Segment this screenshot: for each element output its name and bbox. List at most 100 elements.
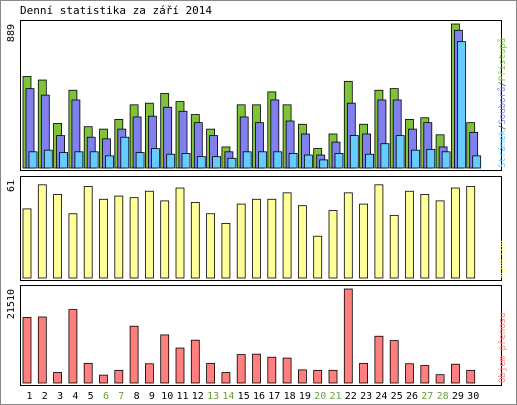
visits-bar bbox=[236, 203, 246, 279]
visits-bar bbox=[359, 203, 369, 279]
legend-part: Stránek bbox=[498, 129, 508, 168]
pages-bar bbox=[380, 143, 390, 169]
x-day-label: 11 bbox=[176, 391, 188, 402]
kbytes-bar bbox=[267, 356, 277, 384]
x-day-label: 15 bbox=[238, 391, 250, 402]
legend-part: / bbox=[498, 81, 508, 86]
kbytes-bar bbox=[221, 372, 231, 384]
kbytes-bar bbox=[450, 363, 460, 384]
visits-bar bbox=[190, 202, 200, 279]
kbytes-bar bbox=[389, 340, 399, 384]
pages-bar bbox=[242, 151, 252, 169]
visits-bar bbox=[328, 210, 338, 279]
visits-bar bbox=[160, 200, 170, 279]
pages-bar bbox=[196, 156, 206, 169]
kbytes-bar bbox=[68, 309, 78, 384]
x-axis-day-labels: 1 2 3 4 5 6 7 8 9 10 11 12 13 14 15 16 17 18 19 20 21 22 23 24 2… bbox=[26, 391, 479, 402]
pages-bar bbox=[166, 153, 176, 169]
x-day-label: 10 bbox=[161, 391, 173, 402]
kbytes-bar bbox=[129, 325, 139, 384]
panel-max-value-label: 61 bbox=[6, 180, 17, 192]
pages-bar bbox=[258, 151, 267, 169]
x-day-label: 18 bbox=[284, 391, 296, 402]
pages-bar bbox=[426, 148, 436, 169]
panel-max-value-label: 21510 bbox=[6, 289, 17, 319]
pages-bar bbox=[181, 153, 191, 169]
x-day-label: 23 bbox=[360, 391, 372, 402]
pages-bar bbox=[227, 157, 237, 169]
visits-bar bbox=[129, 197, 139, 279]
x-day-label: 19 bbox=[299, 391, 311, 402]
x-day-label: 16 bbox=[253, 391, 265, 402]
visits-bar bbox=[374, 184, 384, 279]
x-day-label: 29 bbox=[452, 391, 464, 402]
visits-bar bbox=[175, 187, 185, 279]
x-day-label: 4 bbox=[72, 391, 78, 402]
pages-bar bbox=[74, 151, 84, 169]
visits-bar bbox=[343, 192, 353, 279]
x-day-label: 6 bbox=[103, 391, 109, 402]
x-day-label: 27 bbox=[421, 391, 433, 402]
visits-bar bbox=[405, 190, 414, 279]
legend-part: Souborů bbox=[497, 87, 508, 125]
pages-bar bbox=[395, 135, 405, 169]
kbytes-bar bbox=[252, 353, 261, 384]
panel-kbytes: 21510 Objem přenosu bbox=[6, 285, 508, 386]
x-day-label: 12 bbox=[192, 391, 204, 402]
visits-bar bbox=[68, 213, 78, 279]
kbytes-bar bbox=[343, 288, 353, 384]
kbytes-bar bbox=[435, 374, 445, 384]
pages-bar bbox=[59, 152, 68, 169]
kbytes-bar bbox=[297, 369, 307, 384]
pages-bar bbox=[150, 148, 160, 169]
kbytes-bar bbox=[206, 362, 216, 384]
panel-legend: Stránek/Souborů/Přístupů bbox=[497, 38, 508, 168]
kbytes-bar bbox=[22, 317, 32, 384]
pages-bar bbox=[135, 152, 145, 169]
visits-bar bbox=[99, 198, 108, 279]
visits-bar bbox=[389, 214, 399, 279]
x-day-label: 22 bbox=[345, 391, 357, 402]
kbytes-bar bbox=[37, 316, 47, 384]
pages-bar bbox=[441, 151, 451, 169]
pages-bar bbox=[334, 153, 344, 169]
x-day-label: 7 bbox=[118, 391, 124, 402]
x-day-label: 30 bbox=[467, 391, 479, 402]
x-day-label: 14 bbox=[222, 391, 234, 402]
x-day-label: 17 bbox=[268, 391, 280, 402]
pages-bar bbox=[288, 153, 298, 169]
visits-bar bbox=[466, 186, 476, 279]
kbytes-bar bbox=[114, 369, 124, 384]
x-day-label: 8 bbox=[134, 391, 140, 402]
visits-bar bbox=[297, 205, 307, 279]
visits-bar bbox=[22, 208, 32, 279]
kbytes-bar bbox=[420, 365, 430, 384]
visits-bar bbox=[267, 198, 277, 279]
pages-bar bbox=[43, 149, 53, 169]
x-day-label: 9 bbox=[149, 391, 155, 402]
visits-bar bbox=[83, 186, 93, 279]
pages-bar bbox=[365, 153, 375, 169]
visits-bar bbox=[252, 198, 261, 279]
visits-bar bbox=[282, 192, 292, 279]
x-day-label: 3 bbox=[57, 391, 63, 402]
visits-bar bbox=[435, 200, 445, 279]
x-day-label: 5 bbox=[88, 391, 94, 402]
x-day-label: 1 bbox=[26, 391, 32, 402]
legend-part: Přístupů bbox=[497, 38, 508, 81]
kbytes-bar bbox=[282, 357, 292, 384]
x-day-label: 25 bbox=[391, 391, 403, 402]
panel-legend: Návštěv bbox=[497, 240, 508, 278]
panel-frame bbox=[20, 176, 502, 281]
visits-bar bbox=[450, 187, 460, 279]
chart-title: Denní statistika za září 2014 bbox=[20, 4, 212, 17]
panel-visits: 61 Návštěv bbox=[6, 176, 508, 281]
panel-legend: Objem přenosu bbox=[498, 313, 508, 383]
pages-bar bbox=[120, 136, 130, 169]
visits-bar bbox=[37, 184, 47, 279]
kbytes-bar bbox=[405, 363, 414, 384]
visits-bar bbox=[206, 213, 216, 279]
x-day-label: 21 bbox=[329, 391, 341, 402]
kbytes-bar bbox=[144, 363, 154, 384]
